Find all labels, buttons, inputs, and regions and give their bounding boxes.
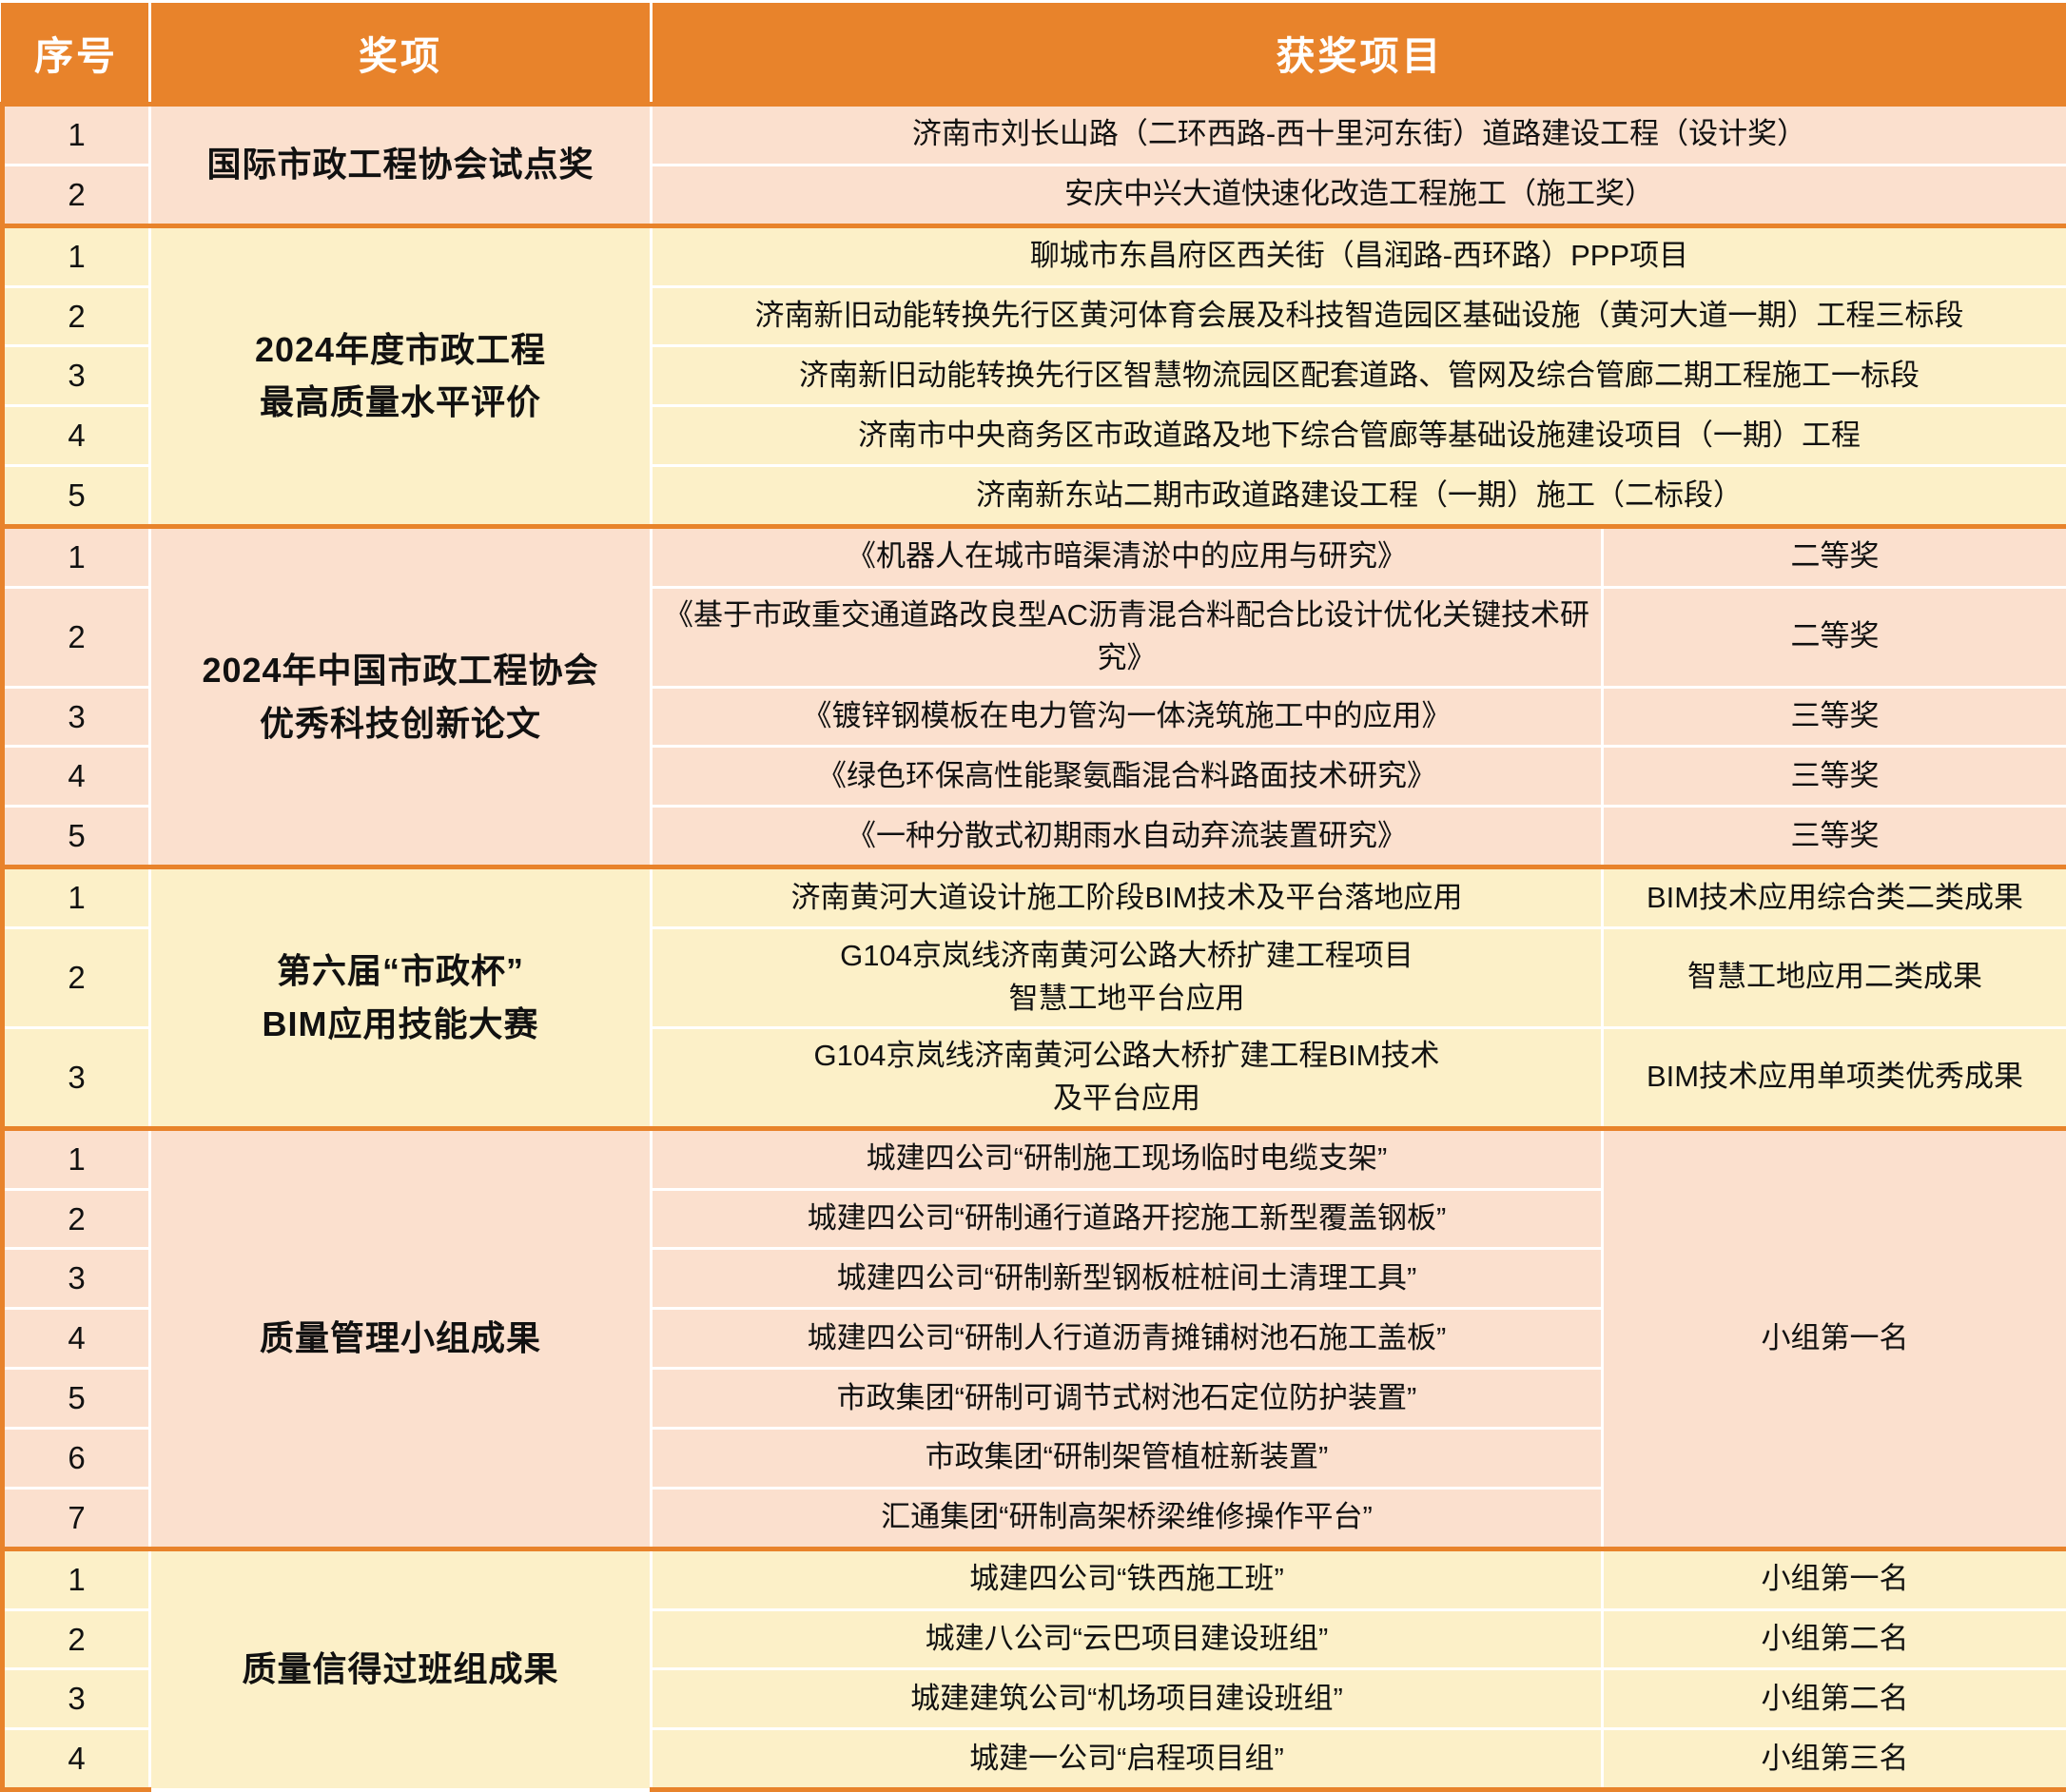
project-name: 济南新旧动能转换先行区黄河体育会展及科技智造园区基础设施（黄河大道一期）工程三标… xyxy=(652,286,2066,346)
award-rank: 智慧工地应用二类成果 xyxy=(1603,928,2066,1028)
project-name: 城建八公司“云巴项目建设班组” xyxy=(652,1609,1603,1669)
award-name: 2024年度市政工程最高质量水平评价 xyxy=(150,225,652,526)
row-sequence: 2 xyxy=(3,286,150,346)
project-name: 《一种分散式初期雨水自动弃流装置研究》 xyxy=(652,807,1603,867)
award-rank: 小组第三名 xyxy=(1603,1729,2066,1790)
project-name-line: G104京岚线济南黄河公路大桥扩建工程项目 xyxy=(662,935,1591,978)
project-name: 城建四公司“研制人行道沥青摊铺树池石施工盖板” xyxy=(652,1309,1603,1369)
row-sequence: 1 xyxy=(3,105,150,166)
row-sequence: 6 xyxy=(3,1428,150,1488)
project-name: 《绿色环保高性能聚氨酯混合料路面技术研究》 xyxy=(652,747,1603,807)
project-name: 济南市中央商务区市政道路及地下综合管廊等基础设施建设项目（一期）工程 xyxy=(652,406,2066,466)
award-name-line: 优秀科技创新论文 xyxy=(161,697,640,750)
row-sequence: 4 xyxy=(3,1309,150,1369)
project-name: 聊城市东昌府区西关街（昌润路-西环路）PPP项目 xyxy=(652,225,2066,286)
project-name-line: 及平台应用 xyxy=(662,1078,1591,1120)
award-name-line: 2024年中国市政工程协会 xyxy=(161,644,640,697)
project-name: 城建一公司“启程项目组” xyxy=(652,1729,1603,1790)
row-sequence: 4 xyxy=(3,1729,150,1790)
table-header: 序号 奖项 获奖项目 xyxy=(3,2,2066,105)
award-rank: 二等奖 xyxy=(1603,526,2066,587)
row-sequence: 1 xyxy=(3,867,150,928)
award-name: 质量信得过班组成果 xyxy=(150,1549,652,1789)
award-rank: 二等奖 xyxy=(1603,587,2066,687)
award-rank: BIM技术应用单项类优秀成果 xyxy=(1603,1027,2066,1128)
project-name: 市政集团“研制可调节式树池石定位防护装置” xyxy=(652,1369,1603,1429)
row-sequence: 4 xyxy=(3,406,150,466)
row-sequence: 3 xyxy=(3,1669,150,1729)
project-name: 城建四公司“铁西施工班” xyxy=(652,1549,1603,1609)
row-sequence: 3 xyxy=(3,346,150,406)
row-sequence: 2 xyxy=(3,587,150,687)
project-name: 济南市刘长山路（二环西路-西十里河东街）道路建设工程（设计奖） xyxy=(652,105,2066,166)
row-sequence: 5 xyxy=(3,466,150,527)
row-sequence: 1 xyxy=(3,1549,150,1609)
row-sequence: 3 xyxy=(3,1027,150,1128)
award-name: 第六届“市政杯”BIM应用技能大赛 xyxy=(150,867,652,1129)
award-rank: 小组第二名 xyxy=(1603,1669,2066,1729)
project-name-line: G104京岚线济南黄河公路大桥扩建工程BIM技术 xyxy=(662,1035,1591,1078)
project-name: 城建建筑公司“机场项目建设班组” xyxy=(652,1669,1603,1729)
header-row: 序号 奖项 获奖项目 xyxy=(3,2,2066,105)
award-name-line: 2024年度市政工程 xyxy=(161,323,640,377)
row-sequence: 2 xyxy=(3,928,150,1028)
row-sequence: 2 xyxy=(3,1609,150,1669)
award-rank: 小组第二名 xyxy=(1603,1609,2066,1669)
award-name-line: 最高质量水平评价 xyxy=(161,376,640,429)
project-name: 《机器人在城市暗渠清淤中的应用与研究》 xyxy=(652,526,1603,587)
row-sequence: 3 xyxy=(3,1249,150,1309)
row-sequence: 1 xyxy=(3,225,150,286)
project-name-line: 智慧工地平台应用 xyxy=(662,978,1591,1021)
column-header-award: 奖项 xyxy=(150,2,652,105)
row-sequence: 2 xyxy=(3,165,150,225)
award-rank: 三等奖 xyxy=(1603,687,2066,747)
award-name-line: BIM应用技能大赛 xyxy=(161,998,640,1051)
award-name: 质量管理小组成果 xyxy=(150,1128,652,1549)
project-name: 安庆中兴大道快速化改造工程施工（施工奖） xyxy=(652,165,2066,225)
project-name: G104京岚线济南黄河公路大桥扩建工程BIM技术及平台应用 xyxy=(652,1027,1603,1128)
row-sequence: 4 xyxy=(3,747,150,807)
project-name: 济南新东站二期市政道路建设工程（一期）施工（二标段） xyxy=(652,466,2066,527)
award-rank: BIM技术应用综合类二类成果 xyxy=(1603,867,2066,928)
row-sequence: 5 xyxy=(3,1369,150,1429)
column-header-project: 获奖项目 xyxy=(652,2,2066,105)
row-sequence: 2 xyxy=(3,1189,150,1249)
award-name-line: 第六届“市政杯” xyxy=(161,945,640,998)
award-rank: 小组第一名 xyxy=(1603,1549,2066,1609)
row-sequence: 5 xyxy=(3,807,150,867)
project-name: G104京岚线济南黄河公路大桥扩建工程项目智慧工地平台应用 xyxy=(652,928,1603,1028)
project-name: 济南黄河大道设计施工阶段BIM技术及平台落地应用 xyxy=(652,867,1603,928)
award-name: 2024年中国市政工程协会优秀科技创新论文 xyxy=(150,526,652,867)
row-sequence: 7 xyxy=(3,1488,150,1549)
project-name: 济南新旧动能转换先行区智慧物流园区配套道路、管网及综合管廊二期工程施工一标段 xyxy=(652,346,2066,406)
row-sequence: 1 xyxy=(3,526,150,587)
project-name: 《基于市政重交通道路改良型AC沥青混合料配合比设计优化关键技术研究》 xyxy=(652,587,1603,687)
award-rank: 三等奖 xyxy=(1603,747,2066,807)
row-sequence: 3 xyxy=(3,687,150,747)
row-sequence: 1 xyxy=(3,1128,150,1189)
project-name: 城建四公司“研制施工现场临时电缆支架” xyxy=(652,1128,1603,1189)
project-name: 城建四公司“研制通行道路开挖施工新型覆盖钢板” xyxy=(652,1189,1603,1249)
award-name: 国际市政工程协会试点奖 xyxy=(150,105,652,226)
column-header-sequence: 序号 xyxy=(3,2,150,105)
award-rank: 三等奖 xyxy=(1603,807,2066,867)
project-name: 汇通集团“研制高架桥梁维修操作平台” xyxy=(652,1488,1603,1549)
project-name: 市政集团“研制架管植桩新装置” xyxy=(652,1428,1603,1488)
award-rank: 小组第一名 xyxy=(1603,1128,2066,1549)
project-name: 《镀锌钢模板在电力管沟一体浇筑施工中的应用》 xyxy=(652,687,1603,747)
project-name: 城建四公司“研制新型钢板桩桩间土清理工具” xyxy=(652,1249,1603,1309)
